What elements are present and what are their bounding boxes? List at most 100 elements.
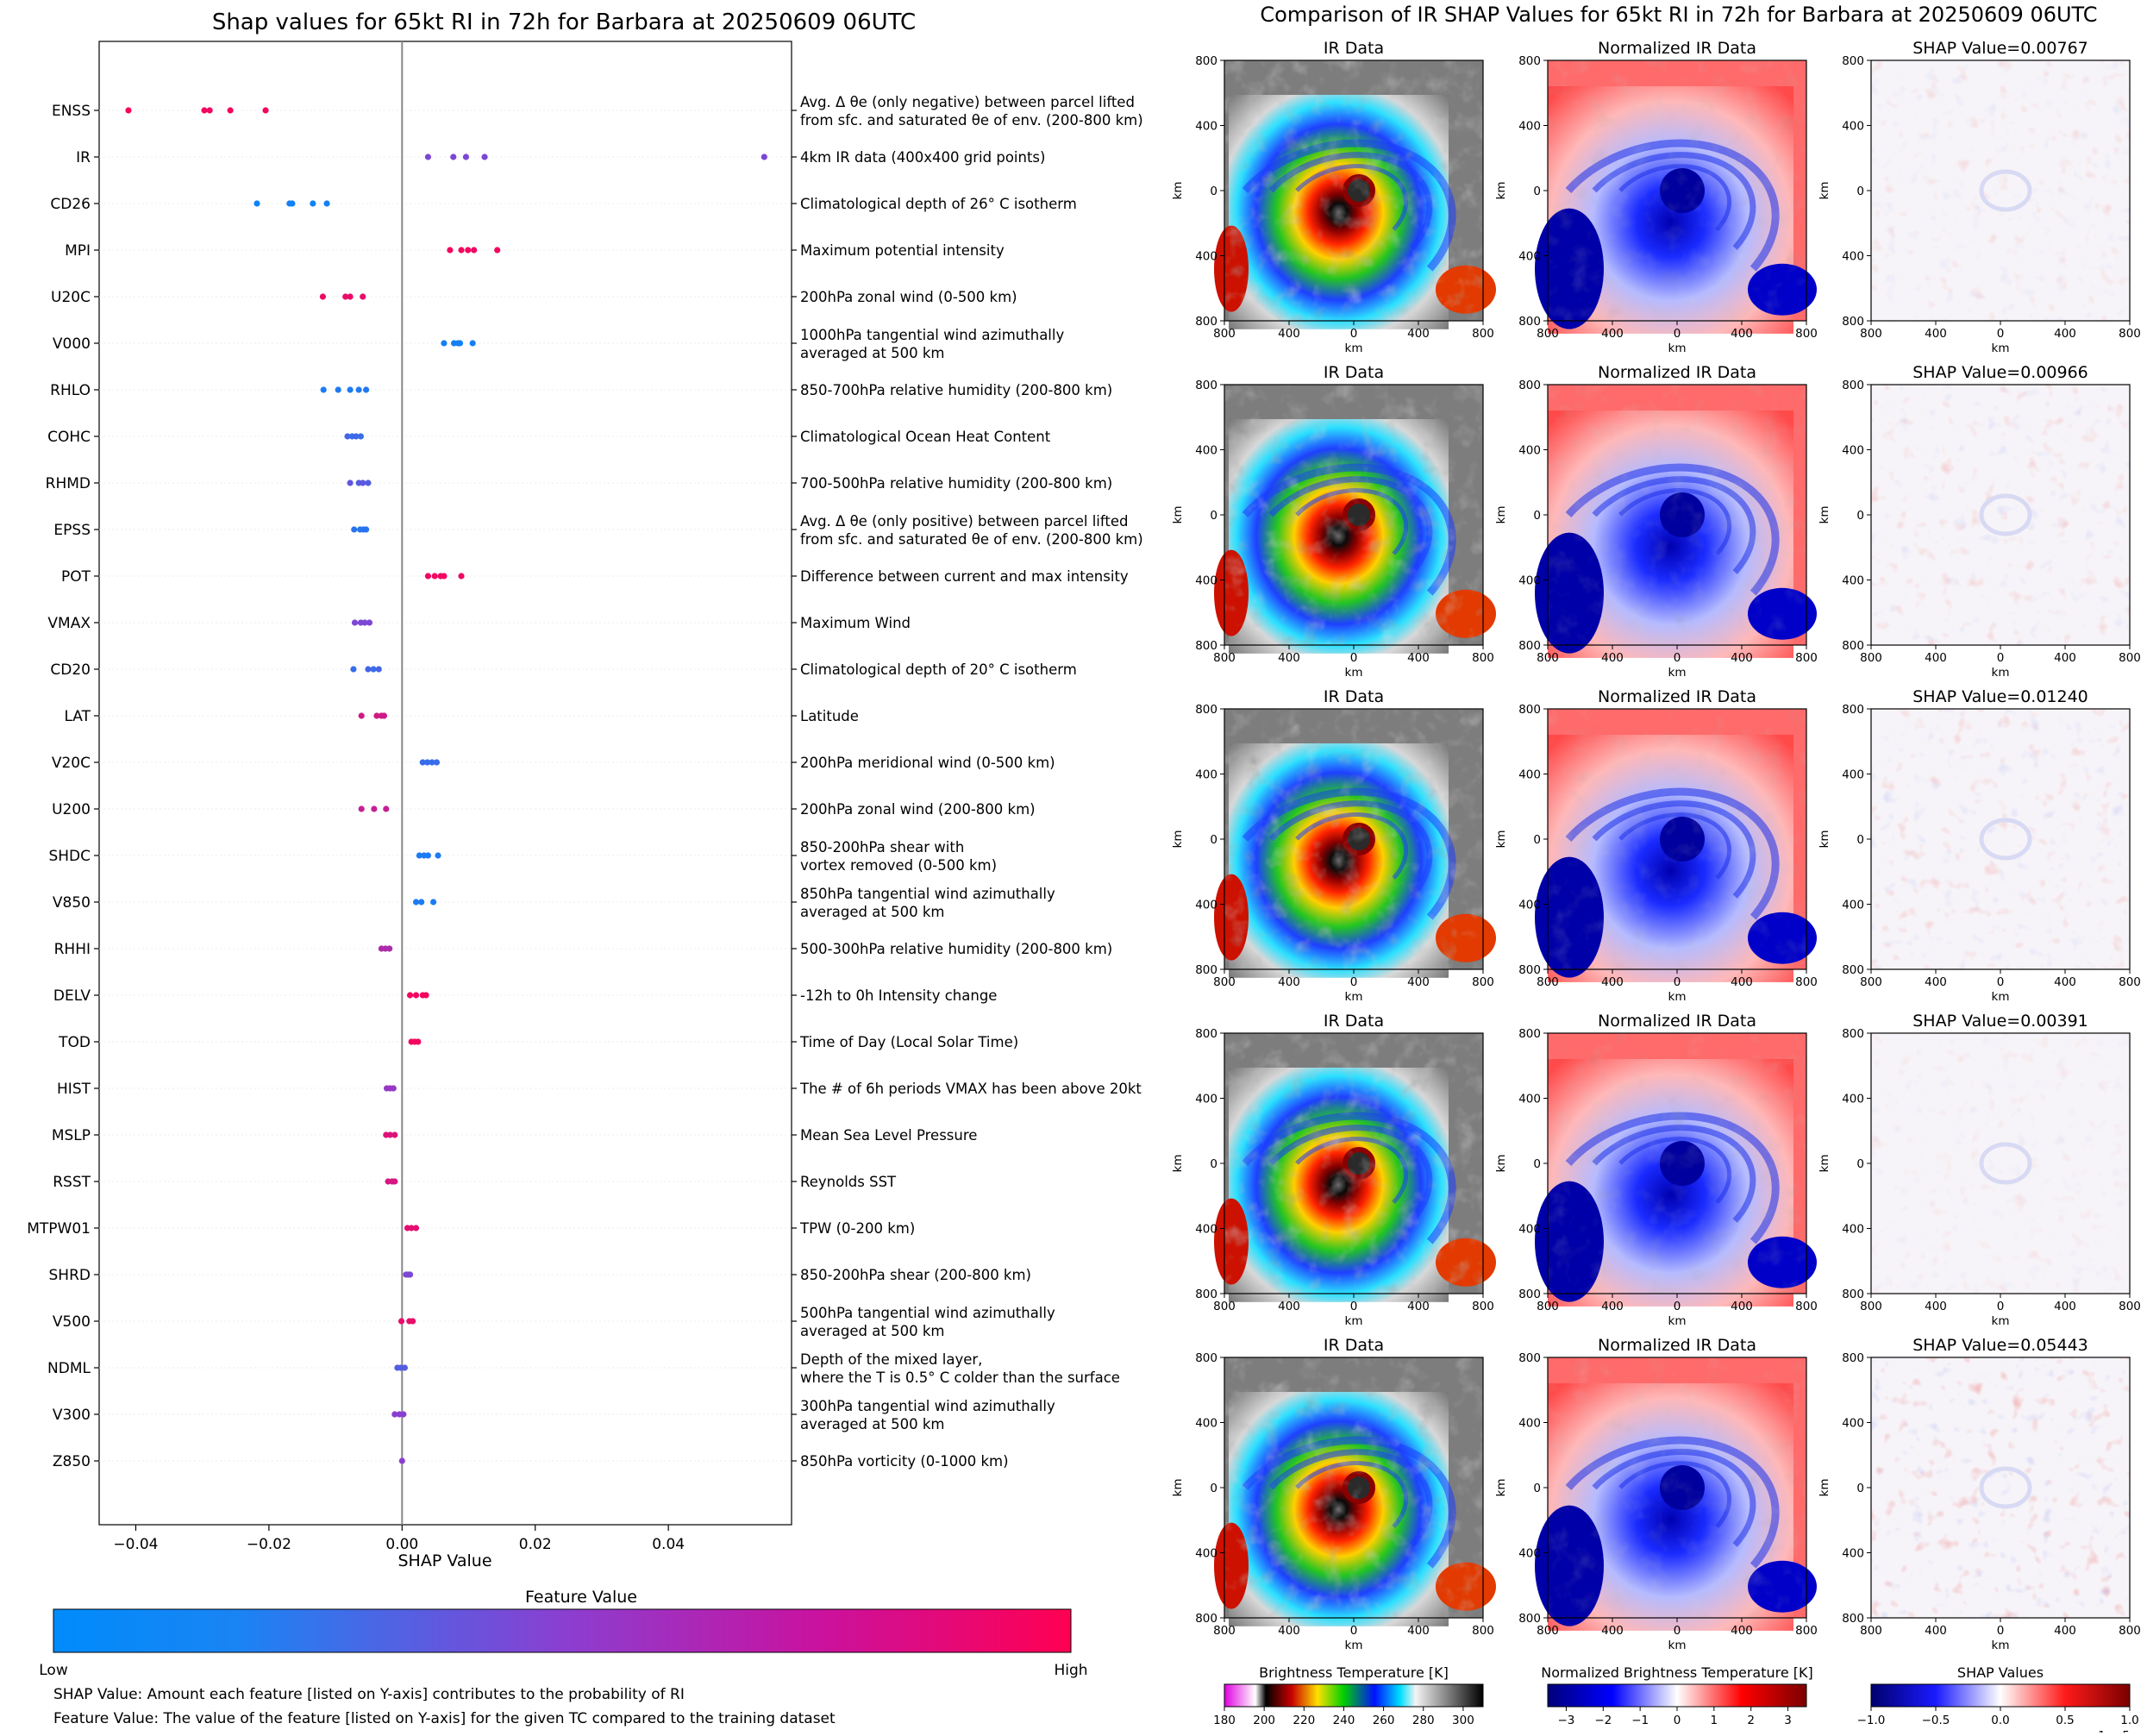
x-tick-label: 800	[1860, 327, 1882, 341]
feature-name: NDML	[47, 1360, 91, 1377]
shap-point	[441, 340, 448, 347]
y-tick-label: 800	[1518, 1351, 1541, 1365]
shap-eye-ring	[1979, 169, 2032, 212]
y-axis-label: km	[1818, 1155, 1831, 1173]
y-tick-label: 800	[1195, 1288, 1217, 1301]
x-axis-label: km	[1668, 666, 1687, 680]
colorbar-gradient	[53, 1608, 1072, 1653]
shap-point	[761, 154, 767, 160]
colorbar-tick-label: −0.5	[1922, 1714, 1950, 1727]
y-tick-label: 800	[1195, 379, 1217, 392]
norm-texture	[1548, 1357, 1806, 1618]
panel-title: IR Data	[1324, 687, 1384, 706]
x-tick-label: 400	[1925, 975, 1947, 989]
x-axis-label: km	[1992, 342, 2010, 355]
y-tick-label: 800	[1842, 1351, 1864, 1365]
shap-point	[347, 386, 354, 393]
ir-texture	[1224, 1033, 1483, 1294]
shap-point	[351, 619, 359, 626]
feature-description: averaged at 500 km	[800, 904, 944, 920]
y-tick-label: 0	[1533, 833, 1541, 847]
feature-name: POT	[61, 568, 91, 586]
shap-point	[447, 247, 454, 254]
x-tick-label: 0.00	[385, 1536, 418, 1553]
shap-negative-texture	[1871, 385, 2130, 645]
shap-point	[350, 666, 357, 673]
y-tick-label: 800	[1518, 54, 1541, 68]
y-axis-label: km	[1818, 1479, 1831, 1497]
feature-description: averaged at 500 km	[800, 1416, 944, 1432]
feature-description: Latitude	[800, 708, 859, 724]
y-tick-label: 800	[1518, 1612, 1541, 1626]
x-tick-label: 800	[1795, 1300, 1818, 1313]
ir-panel: Normalized IR Data8008004004000040040080…	[1494, 1336, 1818, 1652]
feature-description: 700-500hPa relative humidity (200-800 km…	[800, 475, 1112, 492]
x-tick-label: 400	[2054, 975, 2076, 989]
x-axis-label: km	[1668, 342, 1687, 355]
colorbar-high-label: High	[1054, 1662, 1087, 1679]
feature-description: -12h to 0h Intensity change	[800, 987, 997, 1004]
y-tick-label: 400	[1518, 574, 1541, 588]
colorbar-tick-label: 0.5	[2056, 1714, 2074, 1727]
y-tick-label: 400	[1518, 899, 1541, 912]
feature-name: RSST	[53, 1174, 91, 1191]
y-tick-label: 0	[1856, 1482, 1864, 1495]
feature-name: MSLP	[52, 1127, 91, 1144]
y-tick-label: 400	[1842, 1223, 1864, 1237]
x-tick-label: 800	[1472, 975, 1494, 989]
feature-name: SHRD	[49, 1267, 91, 1284]
y-tick-label: 0	[1210, 1482, 1217, 1495]
shap-point	[430, 899, 437, 906]
x-tick-label: 400	[1407, 327, 1430, 341]
feature-description: from sfc. and saturated θe of env. (200-…	[800, 112, 1143, 128]
colorbar-title: Brightness Temperature [K]	[1259, 1664, 1449, 1681]
y-tick-label: 800	[1195, 315, 1217, 329]
panel-title: IR Data	[1324, 39, 1384, 58]
panel-title: Normalized IR Data	[1598, 1336, 1756, 1355]
y-tick-label: 800	[1518, 1288, 1541, 1301]
x-tick-label: 800	[1860, 975, 1882, 989]
panel-title-value: 0.05443	[2020, 1336, 2088, 1355]
shap-point	[416, 852, 423, 859]
y-axis-label: km	[1494, 830, 1508, 849]
x-tick-label: 800	[1213, 327, 1236, 341]
x-tick-label: 0	[1674, 327, 1681, 341]
y-tick-label: 400	[1195, 120, 1217, 134]
y-tick-label: 400	[1842, 250, 1864, 264]
shap-point	[319, 293, 327, 300]
ir-panel: Normalized IR Data8008004004000040040080…	[1494, 363, 1818, 680]
x-tick-label: 400	[1407, 1624, 1430, 1638]
x-tick-label: 0	[1350, 975, 1358, 989]
colorbar-tick-label: 220	[1293, 1714, 1315, 1727]
x-tick-label: 0	[1350, 1624, 1358, 1638]
x-tick-label: 800	[1213, 651, 1236, 665]
feature-name: RHHI	[54, 941, 91, 958]
feature-name: MTPW01	[27, 1220, 91, 1238]
x-tick-label: 0.04	[652, 1536, 685, 1553]
panel-title: IR Data	[1324, 1336, 1384, 1355]
x-axis-label: SHAP Value	[397, 1551, 491, 1570]
x-tick-label: 800	[1472, 651, 1494, 665]
shap-point	[360, 293, 366, 300]
x-tick-label: 800	[1795, 327, 1818, 341]
feature-name: Z850	[53, 1453, 91, 1470]
feature-description: Maximum Wind	[800, 615, 911, 631]
shap-point	[450, 154, 457, 160]
shap-point	[435, 852, 441, 859]
shap-point	[323, 200, 330, 207]
y-tick-label: 400	[1195, 1093, 1217, 1106]
x-tick-label: 400	[1407, 975, 1430, 989]
y-axis-label: km	[1818, 830, 1831, 849]
shap-point	[391, 1178, 398, 1185]
x-tick-label: 400	[1731, 327, 1753, 341]
panel-title: SHAP Value=0.00391	[1912, 1012, 2088, 1031]
ir-panel: Normalized IR Data8008004004000040040080…	[1494, 39, 1818, 355]
y-tick-label: 800	[1518, 963, 1541, 977]
y-tick-label: 400	[1518, 120, 1541, 134]
x-tick-label: 0	[1674, 651, 1681, 665]
panel-title: Normalized IR Data	[1598, 39, 1756, 58]
y-axis-label: km	[1171, 506, 1185, 524]
panel-title-prefix: SHAP Value=	[1912, 363, 2020, 382]
x-tick-label: 800	[1537, 1300, 1559, 1313]
panel-title: Normalized IR Data	[1598, 687, 1756, 706]
